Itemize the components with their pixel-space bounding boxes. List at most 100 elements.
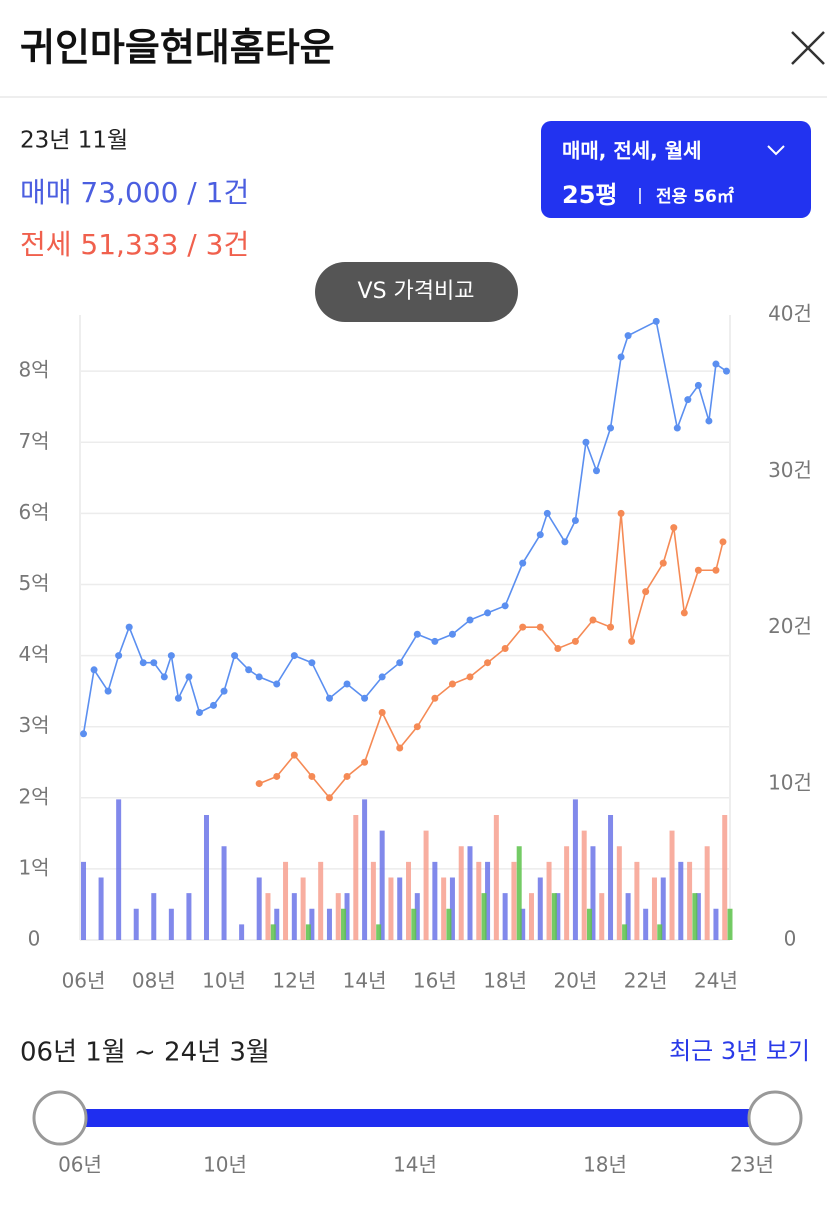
range-handle[interactable] <box>32 1090 88 1146</box>
price-point <box>543 509 551 517</box>
volume-bar <box>270 924 276 940</box>
price-point <box>571 637 579 645</box>
y-tick-label: 4억 <box>18 642 49 666</box>
volume-bar <box>599 893 605 940</box>
volume-bar <box>449 877 455 940</box>
filter-bg <box>541 121 811 218</box>
filter-button[interactable]: 매매, 전세, 월세 25평 전용 56㎡ <box>541 121 811 218</box>
price-point <box>210 701 218 709</box>
range-label: 06년 1월 ~ 24년 3월 <box>20 1038 270 1068</box>
price-point <box>466 616 474 624</box>
price-point <box>642 588 650 596</box>
price-point <box>378 708 386 716</box>
price-point <box>719 538 727 546</box>
price-point <box>712 360 720 368</box>
price-point <box>561 538 569 546</box>
price-point <box>104 687 112 695</box>
volume-bar <box>291 893 297 940</box>
volume-bar <box>300 877 306 940</box>
volume-bar <box>546 861 552 940</box>
price-point <box>722 367 730 375</box>
volume-bar <box>432 861 438 940</box>
price-point <box>501 602 509 610</box>
price-line <box>82 320 727 734</box>
price-point <box>448 680 456 688</box>
price-point <box>652 317 660 325</box>
price-point <box>396 744 404 752</box>
selected-date: 23년 11월 <box>20 128 128 154</box>
volume-bar <box>305 924 311 940</box>
price-point <box>680 609 688 617</box>
price-point <box>659 559 667 567</box>
y2-tick-label: 0 <box>784 927 797 951</box>
volume-bar <box>616 846 622 940</box>
price-point <box>670 524 678 532</box>
price-point <box>694 566 702 574</box>
compare-label: VS 가격비교 <box>358 279 475 304</box>
x-tick-label: 10년 <box>202 969 246 993</box>
x-tick-label: 22년 <box>624 969 668 993</box>
recent-3y-link[interactable]: 최근 3년 보기 <box>669 1037 810 1065</box>
volume-bar <box>586 908 592 940</box>
price-point <box>519 559 527 567</box>
price-point <box>167 652 175 660</box>
sale-summary: 매매 73,000 / 1건 <box>20 176 249 209</box>
x-tick-label: 18년 <box>483 969 527 993</box>
volume-bar <box>608 815 614 940</box>
volume-bar <box>528 893 534 940</box>
price-point <box>396 659 404 667</box>
volume-bar <box>203 815 209 940</box>
x-tick-label: 08년 <box>132 969 176 993</box>
x-tick-label: 20년 <box>553 969 597 993</box>
volume-bar <box>572 799 578 940</box>
volume-bar <box>660 877 666 940</box>
volume-bar <box>692 893 698 940</box>
volume-bar <box>376 924 382 940</box>
volume-bar <box>502 893 508 940</box>
close-button[interactable] <box>791 31 825 65</box>
price-point <box>378 673 386 681</box>
volume-bar <box>476 861 482 940</box>
price-point <box>255 673 263 681</box>
price-point <box>220 687 228 695</box>
volume-bar <box>551 893 557 940</box>
filter-size: 25평 <box>562 181 617 209</box>
price-point <box>325 694 333 702</box>
price-point <box>174 694 182 702</box>
price-point <box>245 666 253 674</box>
chart: 0 1억 2억 3억 4억 5억 6억 7억 8억 0 10건 20건 30건 40건 06년 08년 10년 1… <box>18 302 811 993</box>
volume-bar <box>221 846 227 940</box>
price-point <box>290 652 298 660</box>
price-point <box>431 694 439 702</box>
price-point <box>519 623 527 631</box>
chevron <box>767 145 785 156</box>
volume-bar <box>555 893 561 940</box>
compare-button[interactable]: VS 가격비교 <box>315 262 518 322</box>
volume-bar <box>516 846 522 940</box>
price-point <box>90 666 98 674</box>
volume-bar <box>467 846 473 940</box>
price-point <box>139 659 147 667</box>
price-point <box>308 772 316 780</box>
volume-bar <box>353 815 359 940</box>
x-tick-label: 14년 <box>343 969 387 993</box>
filter-types: 매매, 전세, 월세 <box>562 139 702 163</box>
volume-bar <box>695 893 701 940</box>
volume-bar <box>651 877 657 940</box>
price-point <box>484 609 492 617</box>
price-point <box>273 680 281 688</box>
price-point <box>413 723 421 731</box>
volume-bar <box>722 815 728 940</box>
price-point <box>589 616 597 624</box>
price-point <box>684 396 692 404</box>
range-tick-label: 14년 <box>393 1153 437 1177</box>
range-handle[interactable] <box>747 1090 803 1146</box>
y-tick-label: 3억 <box>18 713 49 737</box>
range-ticks: 06년 10년 14년 18년 23년 <box>58 1153 774 1177</box>
volume-bar <box>520 908 526 940</box>
volume-bar <box>283 861 289 940</box>
price-point <box>343 772 351 780</box>
price-point <box>448 630 456 638</box>
price-point <box>592 467 600 475</box>
